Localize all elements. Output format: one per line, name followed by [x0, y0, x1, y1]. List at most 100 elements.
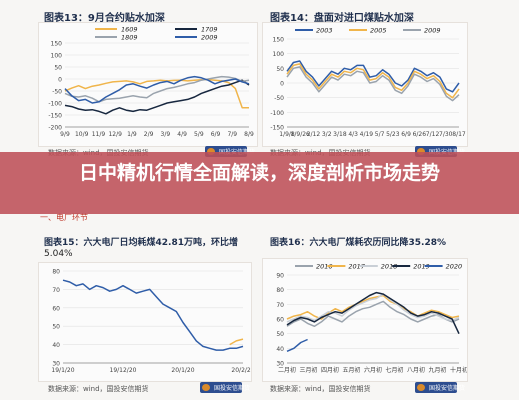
y-tick-label: -150	[48, 113, 62, 120]
y-tick-label: 100	[51, 53, 63, 60]
legend-label: 2018	[381, 263, 398, 271]
y-tick-label: 50	[52, 324, 60, 331]
y-tick-label: -50	[52, 89, 62, 96]
legend-label: 2019	[413, 263, 430, 271]
x-tick-label: 7/30	[439, 131, 453, 138]
legend-label: 2009	[201, 34, 218, 42]
legend-label: 1609	[121, 26, 138, 34]
y-tick-label: 80	[52, 269, 60, 276]
chart16-logo: 国投安信期货	[415, 382, 465, 393]
x-tick-label: 十月初	[450, 366, 467, 374]
x-tick-label: 2/12	[307, 131, 321, 138]
series-line-2018	[286, 293, 460, 323]
headline-banner	[0, 152, 519, 214]
x-tick-label: 4/3	[348, 131, 358, 138]
y-tick-label: 80	[276, 287, 284, 294]
legend-label: 2003	[316, 27, 333, 35]
chart13-panel: 150 100 50 0 -50 -100 -150 -200 9/9 10/9 11/9 12/9 1…	[38, 22, 258, 147]
x-tick-label: 19/1/20	[51, 367, 74, 374]
x-tick-label: 3/9	[161, 131, 171, 138]
y-tick-label: 150	[51, 41, 63, 48]
x-tick-label: 3/18	[333, 131, 347, 138]
x-tick-label: 10/9	[75, 131, 89, 138]
x-tick-label: 11/9	[92, 131, 106, 138]
series-line-2016	[286, 300, 460, 328]
y-tick-label: 90	[276, 273, 284, 280]
y-tick-label: 40	[276, 346, 284, 353]
series-line-2009	[64, 75, 250, 104]
chart16-source: 数据来源：wind，国投安信期货	[270, 385, 371, 393]
x-tick-label: 1/9/26	[291, 131, 310, 138]
y-tick-label: -100	[270, 110, 284, 117]
x-tick-label: 8/9	[244, 131, 254, 138]
x-tick-label: 5/9	[194, 131, 204, 138]
y-tick-label: 50	[276, 331, 284, 338]
x-tick-label: 九月初	[428, 366, 446, 374]
chart14-title: 图表14：盘面对进口煤贴水加深	[270, 13, 414, 24]
chart16-logo-text: 国投安信期货	[429, 385, 466, 392]
y-tick-label: 40	[52, 342, 60, 349]
chart15-logo: 国投安信期货	[200, 382, 250, 393]
y-tick-label: 30	[52, 361, 60, 368]
legend-label: 1709	[201, 26, 218, 34]
x-tick-label: 20/2/20	[231, 367, 251, 374]
x-tick-label: 8/17	[452, 131, 466, 138]
y-tick-label: 70	[276, 302, 284, 309]
x-tick-label: 2/9	[144, 131, 154, 138]
x-tick-label: 七月初	[385, 366, 403, 374]
chart16-title: 图表16：六大电厂煤耗农历同比降35.28%	[270, 238, 447, 248]
series-line-日均耗煤	[62, 279, 244, 351]
chart13-title: 图表13：9月合约贴水加深	[44, 13, 165, 24]
x-tick-label: 6/9	[211, 131, 221, 138]
section-heading: 一、电厂环节	[40, 213, 88, 222]
x-tick-label: 6/26	[413, 131, 427, 138]
x-tick-label: 三月初	[299, 366, 317, 374]
series-line-2003	[286, 60, 460, 93]
x-tick-label: 4/9	[177, 131, 187, 138]
series-line-1809	[64, 75, 250, 103]
series-line-2017	[286, 294, 460, 320]
y-tick-label: -150	[270, 125, 284, 132]
x-tick-label: 1/9/8	[279, 131, 295, 138]
chart15-subvalue: 5.04%	[44, 249, 73, 259]
x-tick-label: 20/1/20	[171, 367, 194, 374]
series-line-2009	[286, 66, 460, 102]
series-line-1609	[64, 78, 249, 109]
chart16-panel: 90 80 70 60 50 40 30 二月初 三月初 四月初 五月初 六月初 七月初 八月初 九月初 十月…	[262, 258, 468, 382]
x-tick-label: 5/23	[386, 131, 400, 138]
x-tick-label: 3/2	[322, 131, 332, 138]
x-tick-label: 6/9	[401, 131, 411, 138]
chart15-panel: 80 70 60 50 40 30 19/1/20 19/12/20 20/1/20 20/2/2…	[38, 262, 255, 382]
x-tick-label: 二月初	[278, 366, 296, 374]
x-tick-label: 四月初	[321, 366, 339, 374]
y-tick-label: 50	[54, 65, 62, 72]
y-tick-label: 60	[276, 317, 284, 324]
x-tick-label: 9/9	[60, 131, 70, 138]
series-line-2020	[286, 338, 308, 352]
x-tick-label: 7/12	[426, 131, 440, 138]
chart15-logo-text: 国投安信期货	[214, 385, 251, 392]
x-tick-label: 19/12/20	[110, 367, 137, 374]
y-tick-label: 60	[52, 305, 60, 312]
x-tick-label: 八月初	[407, 366, 425, 374]
series-line-2005	[286, 63, 460, 99]
y-tick-label: 70	[52, 287, 60, 294]
legend-label: 1809	[121, 34, 138, 42]
x-tick-label: 5/7	[375, 131, 385, 138]
y-tick-label: 0	[58, 77, 62, 84]
chart14-panel: 150 100 50 0 -50 -100 -150 1/9/8 1/9/26 2/12 3/2 3/…	[262, 22, 468, 147]
y-tick-label: 100	[273, 51, 285, 58]
legend-label: 2020	[446, 263, 463, 271]
x-tick-label: 7/9	[227, 131, 237, 138]
y-tick-label: 30	[276, 361, 284, 368]
x-tick-label: 六月初	[364, 366, 382, 374]
chart13-svg: 150 100 50 0 -50 -100 -150 -2009/9 10/9 11/9 12/9 1…	[48, 26, 254, 139]
y-tick-label: -200	[48, 125, 62, 132]
chart15-title: 图表15：六大电厂日均耗煤42.81万吨，环比增	[44, 238, 238, 248]
x-tick-label: 1/9	[127, 131, 137, 138]
x-tick-label: 12/9	[108, 131, 122, 138]
